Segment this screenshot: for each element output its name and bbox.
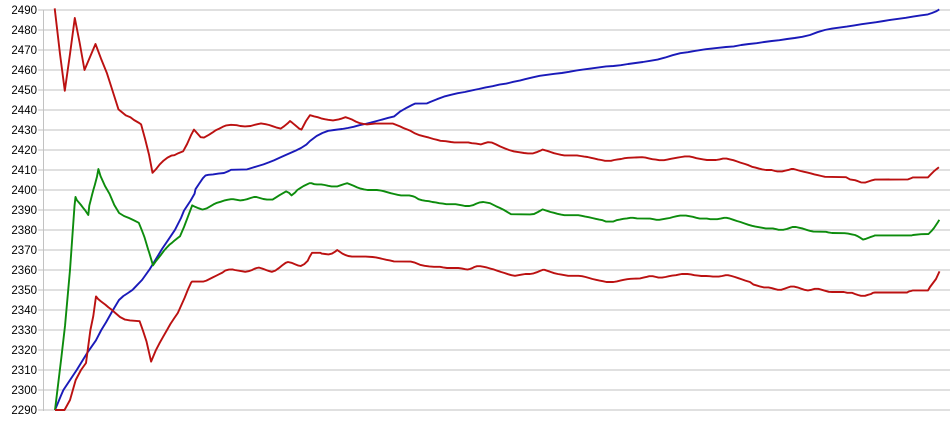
svg-text:2370: 2370 (11, 245, 37, 257)
svg-text:2480: 2480 (11, 25, 37, 37)
svg-text:2470: 2470 (11, 45, 37, 57)
svg-text:2440: 2440 (11, 105, 37, 117)
svg-text:2340: 2340 (11, 305, 37, 317)
svg-text:2450: 2450 (11, 85, 37, 97)
svg-text:2420: 2420 (11, 145, 37, 157)
svg-text:2290: 2290 (11, 405, 37, 417)
svg-text:2360: 2360 (11, 265, 37, 277)
svg-text:2460: 2460 (11, 65, 37, 77)
svg-text:2300: 2300 (11, 385, 37, 397)
svg-text:2320: 2320 (11, 345, 37, 357)
svg-text:2400: 2400 (11, 185, 37, 197)
svg-text:2350: 2350 (11, 285, 37, 297)
svg-text:2390: 2390 (11, 205, 37, 217)
svg-text:2490: 2490 (11, 5, 37, 17)
svg-text:2330: 2330 (11, 325, 37, 337)
svg-text:2380: 2380 (11, 225, 37, 237)
svg-text:2430: 2430 (11, 125, 37, 137)
svg-text:2410: 2410 (11, 165, 37, 177)
svg-text:2310: 2310 (11, 365, 37, 377)
